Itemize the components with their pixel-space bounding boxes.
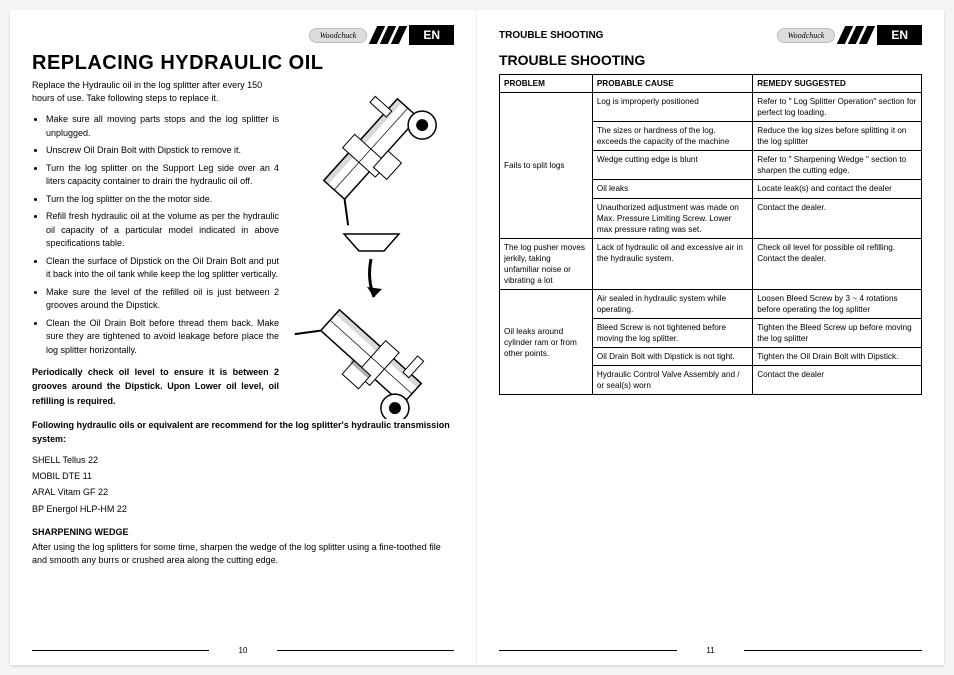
cell-cause: Unauthorized adjustment was made on Max.… xyxy=(592,198,752,238)
cell-problem: Fails to split logs xyxy=(500,93,593,239)
oil-note: Periodically check oil level to ensure i… xyxy=(32,365,279,408)
oil-item: SHELL Tellus 22 xyxy=(32,452,454,468)
intro-text: Replace the Hydraulic oil in the log spl… xyxy=(32,79,272,105)
sharpening-title: SHARPENING WEDGE xyxy=(32,527,454,537)
step-item: Turn the log splitter on the Support Leg… xyxy=(46,162,279,189)
cell-remedy: Refer to " Log Splitter Operation" secti… xyxy=(753,93,922,122)
cell-remedy: Contact the dealer. xyxy=(753,198,922,238)
cell-problem: Oil leaks around cylinder ram or from ot… xyxy=(500,289,593,394)
page-num-right: 11 xyxy=(706,646,714,655)
cell-cause: Hydraulic Control Valve Assembly and / o… xyxy=(592,366,752,395)
col-remedy: REMEDY SUGGESTED xyxy=(753,75,922,93)
lang-tab: EN xyxy=(409,25,454,45)
lang-tab: EN xyxy=(877,25,922,45)
step-item: Make sure the level of the refilled oil … xyxy=(46,286,279,313)
step-item: Clean the Oil Drain Bolt before thread t… xyxy=(46,317,279,358)
cell-remedy: Refer to " Sharpening Wedge " section to… xyxy=(753,151,922,180)
oils-list: SHELL Tellus 22MOBIL DTE 11ARAL Vitam GF… xyxy=(32,452,454,517)
splitter-diagram xyxy=(289,79,454,419)
troubleshooting-table: PROBLEM PROBABLE CAUSE REMEDY SUGGESTED … xyxy=(499,74,922,395)
oil-item: MOBIL DTE 11 xyxy=(32,468,454,484)
oils-intro: Following hydraulic oils or equivalent a… xyxy=(32,419,454,446)
manual-spread: Woodchuck EN REPLACING HYDRAULIC OIL Rep… xyxy=(10,10,944,665)
right-title: TROUBLE SHOOTING xyxy=(499,52,922,68)
footer-left: 10 xyxy=(32,642,454,655)
sharpening-text: After using the log splitters for some t… xyxy=(32,541,454,568)
left-page: Woodchuck EN REPLACING HYDRAULIC OIL Rep… xyxy=(10,10,477,665)
header-left: Woodchuck EN xyxy=(32,24,454,46)
step-item: Unscrew Oil Drain Bolt with Dipstick to … xyxy=(46,144,279,158)
cell-cause: Oil Drain Bolt with Dipstick is not tigh… xyxy=(592,348,752,366)
left-title: REPLACING HYDRAULIC OIL xyxy=(32,52,454,75)
stripes-icon xyxy=(837,26,875,44)
step-item: Make sure all moving parts stops and the… xyxy=(46,113,279,140)
footer-right: 11 xyxy=(499,642,922,655)
brand-badge: Woodchuck xyxy=(309,28,368,43)
cell-remedy: Locate leak(s) and contact the dealer xyxy=(753,180,922,198)
page-num-left: 10 xyxy=(239,646,248,655)
table-row: The log pusher moves jerkily, taking unf… xyxy=(500,238,922,289)
cell-remedy: Tighten the Bleed Screw up before moving… xyxy=(753,319,922,348)
cell-remedy: Reduce the log sizes before splitting it… xyxy=(753,122,922,151)
step-item: Clean the surface of Dipstick on the Oil… xyxy=(46,255,279,282)
oil-item: BP Energol HLP-HM 22 xyxy=(32,501,454,517)
cell-remedy: Contact the dealer xyxy=(753,366,922,395)
step-item: Turn the log splitter on the the motor s… xyxy=(46,193,279,207)
cell-problem: The log pusher moves jerkily, taking unf… xyxy=(500,238,593,289)
table-row: Oil leaks around cylinder ram or from ot… xyxy=(500,289,922,318)
step-item: Refill fresh hydraulic oil at the volume… xyxy=(46,210,279,251)
steps-list: Make sure all moving parts stops and the… xyxy=(32,113,279,357)
oil-item: ARAL Vitam GF 22 xyxy=(32,484,454,500)
cell-remedy: Check oil level for possible oil refilli… xyxy=(753,238,922,289)
cell-cause: Wedge cutting edge is blunt xyxy=(592,151,752,180)
table-row: Fails to split logsLog is improperly pos… xyxy=(500,93,922,122)
cell-cause: The sizes or hardness of the log. exceed… xyxy=(592,122,752,151)
figure-column xyxy=(289,79,454,419)
cell-cause: Lack of hydraulic oil and excessive air … xyxy=(592,238,752,289)
cell-cause: Air sealed in hydraulic system while ope… xyxy=(592,289,752,318)
cell-cause: Bleed Screw is not tightened before movi… xyxy=(592,319,752,348)
header-right: TROUBLE SHOOTING Woodchuck EN xyxy=(499,24,922,46)
right-page: TROUBLE SHOOTING Woodchuck EN TROUBLE SH… xyxy=(477,10,944,665)
header-title-right: TROUBLE SHOOTING xyxy=(499,30,603,41)
cell-cause: Oil leaks xyxy=(592,180,752,198)
cell-remedy: Tighten the Oil Drain Bolt with Dipstick… xyxy=(753,348,922,366)
brand-badge: Woodchuck xyxy=(777,28,836,43)
col-problem: PROBLEM xyxy=(500,75,593,93)
cell-remedy: Loosen Bleed Screw by 3 ~ 4 rotations be… xyxy=(753,289,922,318)
cell-cause: Log is improperly positioned xyxy=(592,93,752,122)
stripes-icon xyxy=(369,26,407,44)
col-cause: PROBABLE CAUSE xyxy=(592,75,752,93)
